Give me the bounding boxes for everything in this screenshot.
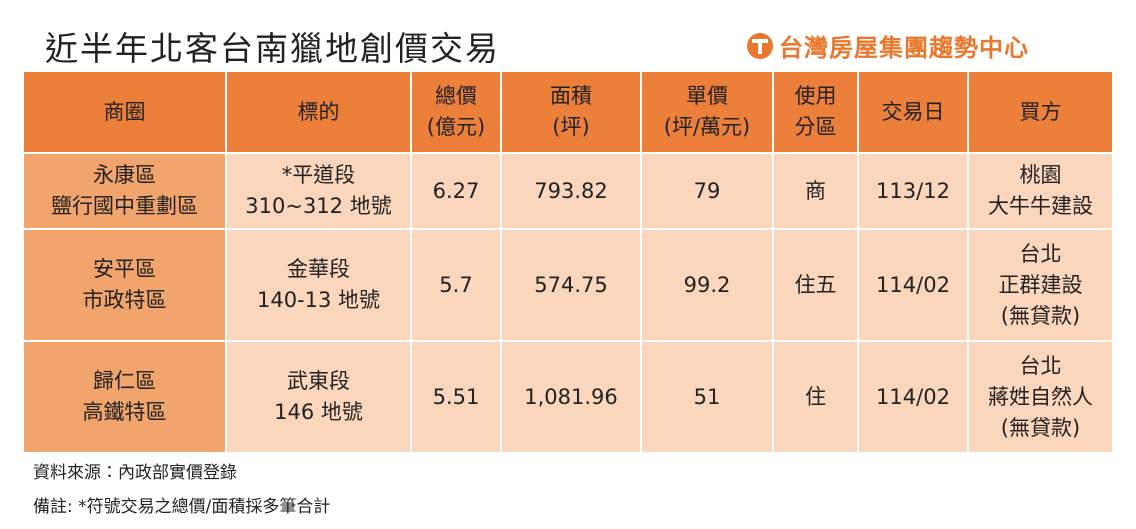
table-cell: 住五 [772,228,859,342]
cell-text: 1,081.96 [524,384,618,409]
table-cell: *平道段 310~312 地號 [225,152,412,230]
cell-text: 大牛牛建設 [988,194,1093,218]
cell-text: 113/12 [876,178,950,203]
cell-text: 商 [805,178,826,203]
header-cell: 買方 [967,70,1114,154]
table-cell: 114/02 [857,340,969,454]
header-text: 使用 [794,84,837,108]
header-text: 單價 [686,84,728,108]
table-cell: 114/02 [857,228,969,342]
cell-text: (無貸款) [1000,415,1081,440]
cell-text: 51 [693,384,721,409]
table-cell: 安平區 市政特區 [22,228,227,342]
table-cell: 51 [640,340,774,454]
cell-text: 台北 [1019,353,1062,378]
cell-text: 台北 [1019,241,1062,266]
table-cell: 5.51 [410,340,502,454]
header-text: 買方 [1019,99,1062,124]
table-cell: 住 [772,340,859,454]
cell-text: 住 [805,384,826,409]
cell-text: 114/02 [876,272,950,297]
table: 商圈 標的 總價 (億元) 面積 (坪) 單價 (坪/萬元) 使用 分區 交易日 買方 永康區 鹽行國中重… [22,70,1114,454]
cell-text: 鹽行國中重劃區 [51,194,198,218]
table-cell: 574.75 [500,228,642,342]
header-text: 交易日 [881,99,945,124]
title: 近半年北客台南獵地創價交易 [45,29,500,68]
table-row: 歸仁區高鐵特區 武東段 146 地號 5.51 1,081.96 51 住 114/02 台北蔣… [22,340,1114,454]
cell-text: (無貸款) [1000,303,1081,328]
header-cell: 單價 (坪/萬元) [640,70,774,154]
header-text: 分區 [794,115,837,139]
header-cell: 使用 分區 [772,70,859,154]
table-cell: 79 [640,152,774,230]
cell-text: 6.27 [432,178,480,203]
table-cell: 台北蔣姓自然人 (無貸款) [967,340,1114,454]
cell-text: 歸仁區 [93,369,156,393]
header-text: 商圈 [103,99,146,124]
table-cell: 793.82 [500,152,642,230]
table-cell: 6.27 [410,152,502,230]
cell-text: 114/02 [876,384,950,409]
table-cell: 桃園 大牛牛建設 [967,152,1114,230]
source-note: 資料來源：內政部實價登錄 [33,463,237,483]
cell-text: 武東段 [287,369,350,393]
cell-text: 永康區 [93,163,156,187]
cell-text: 蔣姓自然人 [988,384,1093,409]
cell-text: 5.7 [439,272,473,297]
header-text: 標的 [297,99,340,124]
cell-text: 310~312 地號 [245,194,392,218]
header-text: 總價 [435,84,477,108]
cell-text: 正群建設 [998,272,1083,297]
table-cell: 歸仁區 高鐵特區 [22,340,227,454]
header-cell: 商圈 [22,70,227,154]
table-cell: 武東段 146 地號 [225,340,412,454]
table-cell: 金華段 140-13 地號 [225,228,412,342]
table-row: 安平區市政特區 金華段 140-13 地號 5.7 574.75 99.2 住五 114/02… [22,228,1114,342]
table-cell: 台北正群建設 (無貸款) [967,228,1114,342]
header-cell: 交易日 [857,70,969,154]
cell-text: 140-13 地號 [256,288,381,312]
cell-text: 79 [693,178,721,203]
logo-icon [747,32,773,59]
header-text: (坪) [552,115,590,139]
cell-text: 146 地號 [274,400,363,424]
header-text: (億元) [426,115,486,139]
cell-text: 99.2 [683,272,731,297]
table-cell: 1,081.96 [500,340,642,454]
table-cell: 5.7 [410,228,502,342]
cell-text: 住五 [794,272,837,297]
logo-text: 台灣房屋集團趨勢中心 [779,34,1029,62]
cell-text: 高鐵特區 [82,400,167,424]
table-cell: 永康區鹽行國中重劃區 [22,152,227,230]
table-row: 永康區鹽行國中重劃區 *平道段 310~312 地號 6.27 793.82 79 商 113… [22,152,1114,230]
header-cell: 標的 [225,70,412,154]
header-cell: 總價 (億元) [410,70,502,154]
cell-text: 桃園 [1019,163,1062,187]
table-cell: 商 [772,152,859,230]
cell-text: 安平區 [93,257,156,281]
header-text: 面積 [550,84,592,108]
header-text: (坪/萬元) [663,115,751,139]
table-cell: 99.2 [640,228,774,342]
cell-text: 574.75 [534,272,608,297]
remark-note: 備註: *符號交易之總價/面積採多筆合計 [33,497,331,517]
cell-text: 市政特區 [82,288,167,312]
logo: 台灣房屋集團趨勢中心 [745,28,1029,63]
cell-text: 793.82 [534,178,608,203]
cell-text: 5.51 [432,384,480,409]
header-cell: 面積 (坪) [500,70,642,154]
cell-text: 金華段 [287,257,350,281]
table-cell: 113/12 [857,152,969,230]
header-row: 商圈 標的 總價 (億元) 面積 (坪) 單價 (坪/萬元) 使用 分區 交易日 買方 [22,70,1114,154]
cell-text: *平道段 [281,163,356,187]
